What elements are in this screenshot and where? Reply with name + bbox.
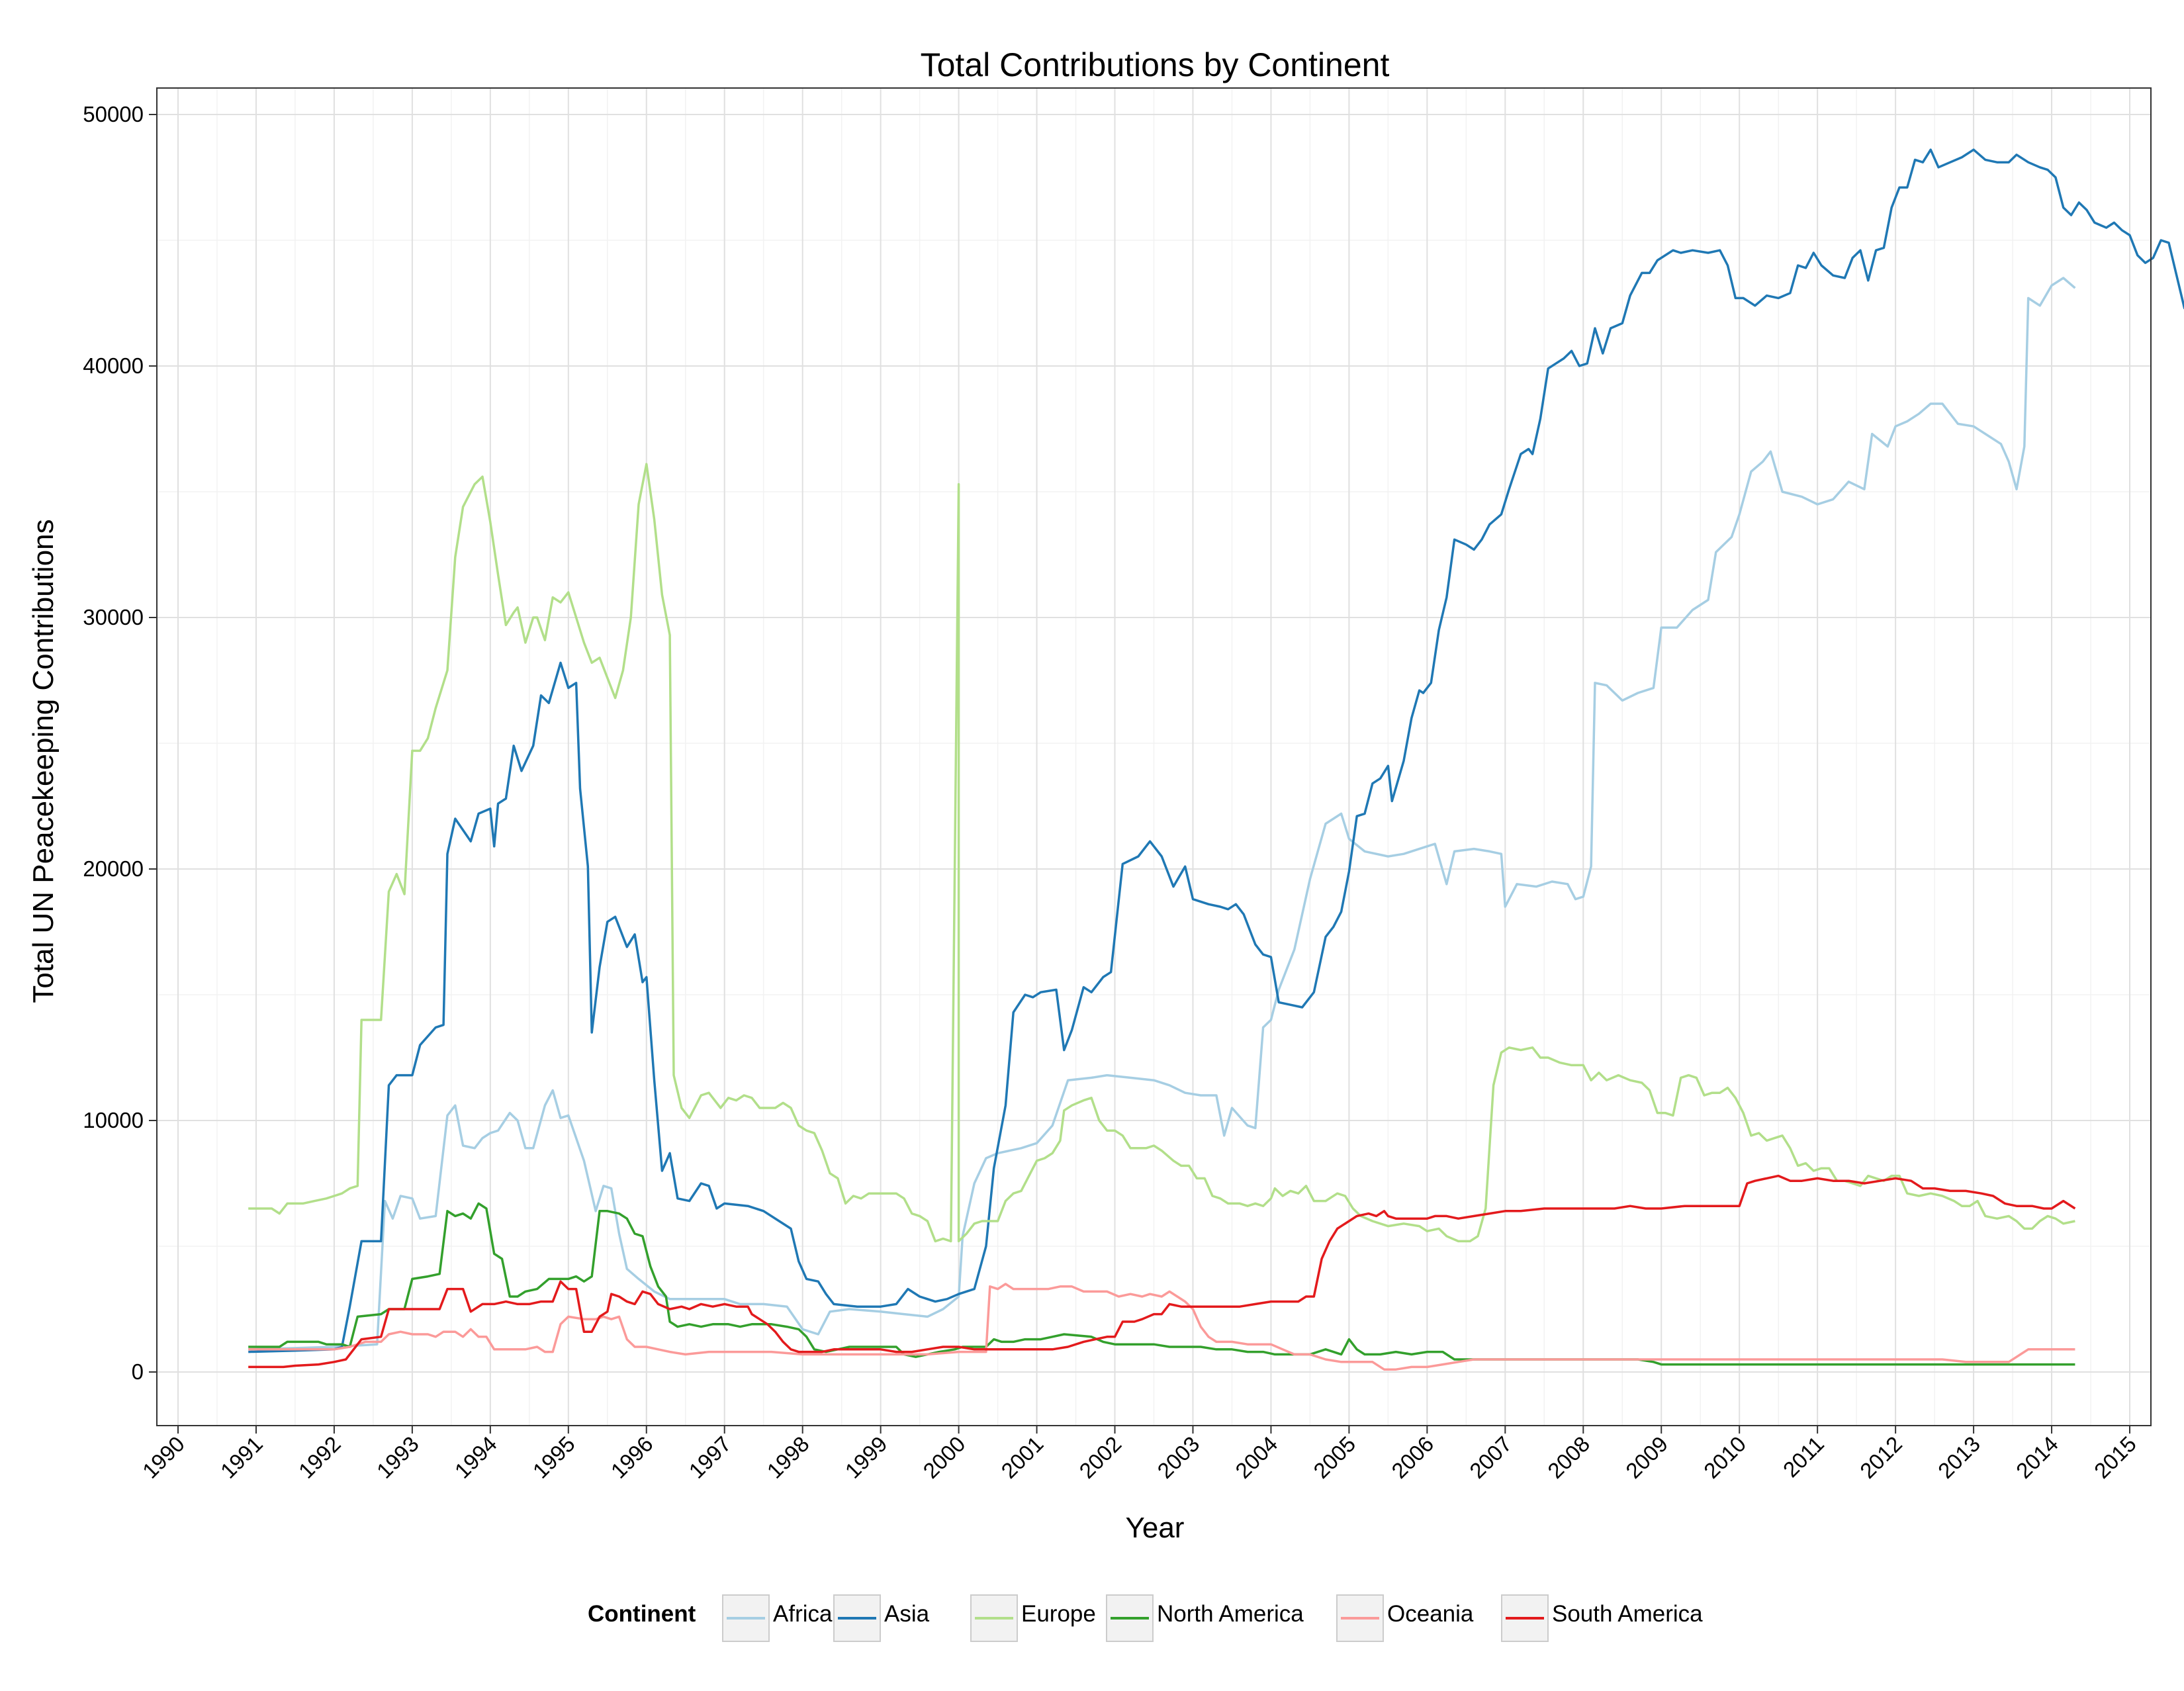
legend-label-oceania: Oceania [1387,1601,1474,1627]
x-tick-label: 1994 [450,1432,502,1483]
series-line-africa [248,277,2076,1351]
legend-label-north-america: North America [1157,1601,1304,1627]
x-axis-title: Year [1126,1512,1185,1544]
series-line-south-america [248,1174,2076,1369]
x-tick-label: 1998 [762,1432,814,1483]
x-tick-label: 1993 [372,1432,424,1483]
x-tick-label: 2008 [1543,1432,1594,1483]
y-tick-label: 40000 [83,353,144,378]
x-tick-label: 1999 [841,1432,892,1483]
y-tick-label: 0 [132,1359,144,1384]
y-axis-title: Total UN Peacekeeping Contributions [27,519,60,1003]
x-tick-label: 2015 [2089,1432,2141,1483]
x-tick-label: 2010 [1699,1432,1751,1483]
plot-border [156,87,2152,1426]
legend-label-europe: Europe [1021,1601,1096,1627]
y-axis: 0 10000 20000 30000 40000 50000 [83,102,157,1384]
x-tick-label: 2002 [1074,1432,1126,1483]
chart-title: Total Contributions by Continent [921,46,1390,83]
x-tick-label: 1997 [684,1432,736,1483]
x-tick-label: 2001 [996,1432,1048,1483]
x-tick-label: 2012 [1855,1432,1907,1483]
x-tick-label: 2014 [2011,1432,2063,1483]
x-tick-label: 1992 [294,1432,345,1483]
x-tick-label: 2007 [1465,1432,1516,1483]
legend: Continent Africa Asia Europe North America O… [588,1594,1703,1642]
x-tick-label: 1996 [606,1432,658,1483]
x-tick-label: 1995 [528,1432,580,1483]
x-tick-label: 1990 [138,1432,189,1483]
x-tick-label: 2009 [1621,1432,1672,1483]
x-tick-label: 2013 [1933,1432,1985,1483]
x-tick-label: 2006 [1387,1432,1438,1483]
y-tick-label: 30000 [83,605,144,629]
x-tick-label: 2000 [918,1432,970,1483]
series-line-europe [248,463,2075,1243]
x-tick-label: 2005 [1308,1432,1360,1483]
minor-gridlines [157,88,2151,1426]
x-tick-label: 2003 [1152,1432,1204,1483]
legend-label-south-america: South America [1552,1601,1703,1627]
x-tick-label: 1991 [216,1432,267,1483]
series-lines [248,148,2184,1371]
series-line-oceania [248,1283,2075,1371]
y-tick-label: 50000 [83,102,144,126]
legend-label-africa: Africa [773,1601,833,1627]
x-tick-label: 2011 [1778,1432,1829,1482]
series-line-asia [248,148,2184,1353]
legend-label-asia: Asia [884,1601,930,1627]
x-axis: 1990 1991 1992 1993 1994 1995 1996 1997 1998 1999… [138,1426,2141,1483]
y-tick-label: 20000 [83,856,144,881]
y-tick-label: 10000 [83,1108,144,1132]
legend-title: Continent [588,1601,696,1627]
x-tick-label: 2004 [1230,1432,1282,1483]
